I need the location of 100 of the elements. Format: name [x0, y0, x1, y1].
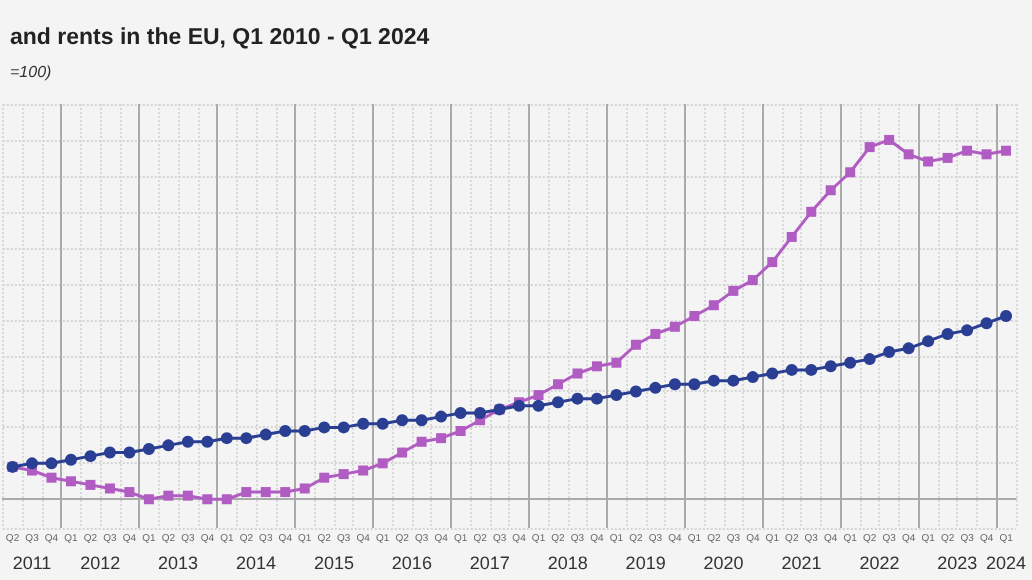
text: 2018	[547, 553, 588, 573]
point	[922, 335, 935, 348]
point	[299, 483, 310, 494]
point	[864, 142, 875, 153]
point	[377, 458, 388, 469]
point	[806, 206, 817, 217]
point	[201, 435, 214, 448]
point	[241, 487, 252, 498]
point	[221, 494, 232, 505]
text: 2014	[236, 553, 277, 573]
point	[397, 447, 408, 458]
point	[533, 390, 544, 401]
point	[767, 257, 778, 268]
point	[220, 432, 233, 445]
point	[181, 435, 194, 448]
point	[455, 425, 466, 436]
point	[805, 363, 818, 376]
point	[941, 327, 954, 340]
point	[1001, 145, 1012, 156]
point	[572, 368, 583, 379]
point	[103, 446, 116, 459]
point	[650, 328, 661, 339]
point	[688, 378, 701, 391]
point	[884, 134, 895, 145]
point	[902, 342, 915, 355]
point	[962, 145, 973, 156]
point	[358, 465, 369, 476]
text: 2019	[625, 553, 666, 573]
point	[85, 479, 96, 490]
point	[1000, 310, 1013, 322]
point	[630, 339, 641, 350]
text: 2011	[12, 553, 52, 573]
point	[435, 410, 448, 423]
text: 2015	[313, 553, 354, 573]
point	[747, 275, 758, 286]
point	[708, 300, 719, 311]
point	[863, 353, 876, 366]
point	[318, 421, 331, 434]
point	[163, 490, 174, 501]
point	[143, 494, 154, 505]
point	[357, 417, 370, 430]
point	[668, 378, 681, 391]
point	[279, 424, 292, 437]
text: 2023	[937, 553, 978, 573]
point	[845, 167, 856, 178]
point	[532, 399, 545, 412]
point	[65, 476, 76, 487]
text: 2012	[80, 553, 121, 573]
point	[903, 149, 914, 160]
point	[980, 317, 993, 330]
point	[124, 487, 135, 498]
point	[629, 385, 642, 398]
text: 2024	[986, 553, 1027, 573]
point	[396, 414, 409, 427]
point	[337, 421, 350, 434]
point	[689, 311, 700, 321]
point	[182, 490, 193, 501]
point	[240, 432, 253, 445]
text: 2021	[781, 553, 822, 573]
text: 2020	[703, 553, 744, 573]
point	[825, 185, 836, 196]
point	[552, 396, 564, 409]
point	[142, 442, 155, 455]
point	[84, 450, 97, 463]
point	[649, 381, 662, 394]
point	[786, 231, 797, 242]
point	[104, 483, 115, 494]
point	[454, 407, 467, 420]
point	[883, 345, 896, 358]
point	[123, 446, 136, 459]
point	[981, 149, 992, 160]
point	[416, 436, 427, 447]
point	[590, 392, 603, 405]
point	[436, 433, 447, 444]
point	[45, 457, 58, 470]
point	[552, 379, 563, 390]
text: 2022	[859, 553, 900, 573]
point	[611, 357, 622, 368]
point	[280, 487, 291, 498]
text: 2017	[469, 553, 510, 573]
point	[376, 417, 389, 430]
point	[728, 285, 739, 296]
point	[202, 494, 213, 505]
point	[727, 374, 740, 387]
point	[26, 457, 39, 470]
point	[415, 414, 428, 427]
point	[961, 324, 974, 337]
point	[162, 439, 175, 452]
chart-title: and rents in the EU, Q1 2010 - Q1 2024	[10, 26, 431, 50]
point	[319, 472, 330, 483]
point	[766, 367, 779, 380]
chart-subtitle: =100)	[10, 63, 53, 81]
point	[785, 363, 798, 376]
point	[64, 453, 77, 466]
text: 2016	[391, 553, 432, 573]
text: 2013	[158, 553, 199, 573]
point	[474, 407, 487, 420]
point	[942, 152, 953, 163]
point	[298, 424, 311, 437]
point	[571, 392, 584, 405]
